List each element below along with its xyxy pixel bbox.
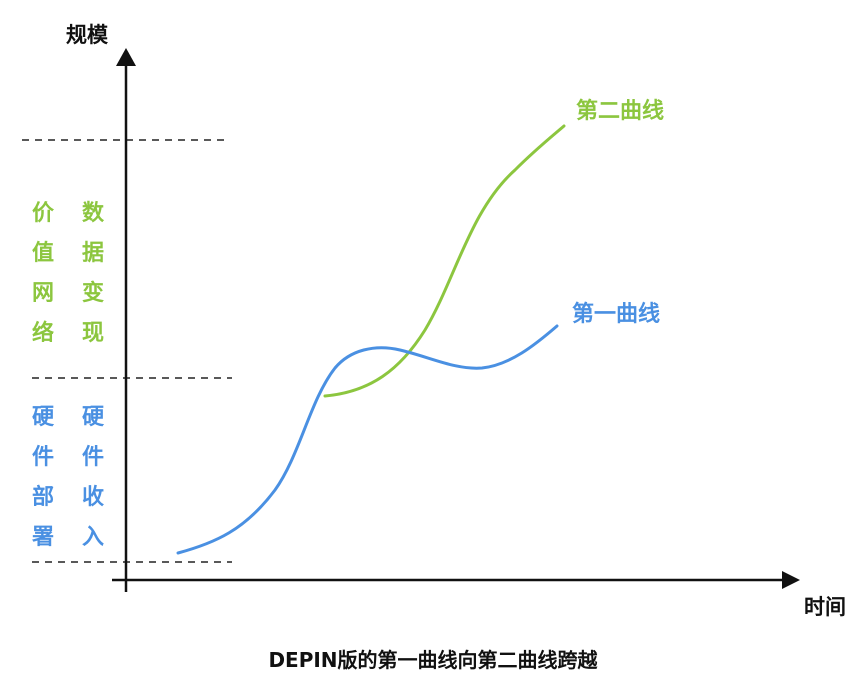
lower-level-left-char: 部 [32, 484, 54, 510]
first-curve-label: 第一曲线 [572, 301, 660, 327]
upper-level-right-char: 变 [82, 280, 104, 306]
upper-level-right-char: 现 [82, 321, 104, 346]
lower-level-right-char: 入 [82, 525, 104, 550]
second-curve-line [323, 124, 566, 398]
diagram-caption: DEPIN版的第一曲线向第二曲线跨越 [268, 648, 598, 672]
lower-level-left-char: 硬 [32, 405, 55, 430]
lower-level-right-char: 硬 [82, 405, 105, 430]
first-curve-line [176, 324, 559, 555]
y-axis-label: 规模 [66, 23, 109, 47]
upper-level-left-char: 值 [32, 240, 54, 266]
x-axis-label: 时间 [804, 595, 846, 619]
second-curve-label: 第二曲线 [576, 98, 664, 124]
lower-level-right-char: 件 [82, 445, 104, 470]
lower-level-left-char: 件 [32, 445, 54, 470]
upper-level-left-char: 价 [32, 201, 55, 226]
lower-level-right-char: 收 [82, 484, 104, 510]
upper-level-left-char: 网 [32, 281, 54, 306]
upper-level-right-char: 据 [82, 241, 104, 266]
upper-level-right-char: 数 [82, 200, 105, 226]
upper-level-left-char: 络 [32, 320, 54, 346]
x-axis-arrowhead [782, 571, 800, 589]
lower-level-left-char: 署 [31, 525, 54, 550]
y-axis-arrowhead [116, 48, 136, 66]
